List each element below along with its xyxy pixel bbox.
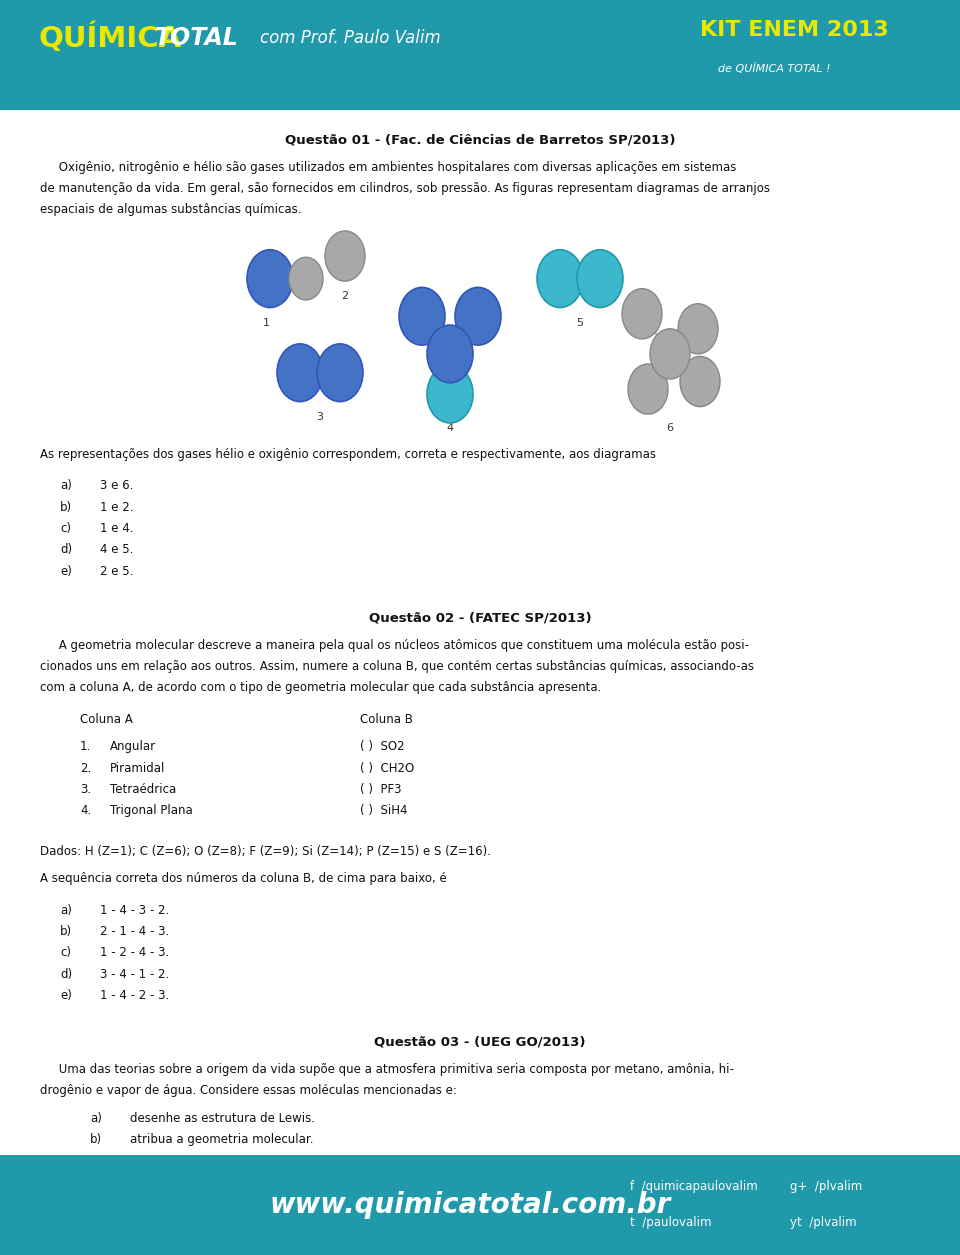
Circle shape bbox=[678, 304, 718, 354]
Text: atribua a geometria molecular.: atribua a geometria molecular. bbox=[130, 1133, 314, 1146]
Text: 6: 6 bbox=[666, 423, 674, 433]
Circle shape bbox=[622, 289, 662, 339]
Text: a): a) bbox=[60, 479, 72, 492]
Text: A geometria molecular descreve a maneira pela qual os núcleos atômicos que const: A geometria molecular descreve a maneira… bbox=[40, 639, 749, 651]
Text: KIT ENEM 2013: KIT ENEM 2013 bbox=[700, 20, 889, 40]
Text: d): d) bbox=[60, 968, 72, 980]
Circle shape bbox=[537, 250, 583, 307]
Text: b): b) bbox=[60, 501, 72, 513]
Text: www.quimicatotal.com.br: www.quimicatotal.com.br bbox=[270, 1191, 671, 1219]
Text: ( )  CH2O: ( ) CH2O bbox=[360, 762, 415, 774]
Text: 4 e 5.: 4 e 5. bbox=[100, 543, 133, 556]
Text: d): d) bbox=[60, 543, 72, 556]
Text: 3 e 6.: 3 e 6. bbox=[100, 479, 133, 492]
Text: 1 - 4 - 3 - 2.: 1 - 4 - 3 - 2. bbox=[100, 904, 169, 916]
Text: 4: 4 bbox=[446, 423, 453, 433]
Text: Dados: H (Z=1); C (Z=6); O (Z=8); F (Z=9); Si (Z=14); P (Z=15) e S (Z=16).: Dados: H (Z=1); C (Z=6); O (Z=8); F (Z=9… bbox=[40, 845, 491, 857]
Text: 1 e 2.: 1 e 2. bbox=[100, 501, 133, 513]
Text: ( )  PF3: ( ) PF3 bbox=[360, 783, 401, 796]
Circle shape bbox=[277, 344, 323, 402]
Text: a): a) bbox=[60, 904, 72, 916]
Text: 2 e 5.: 2 e 5. bbox=[100, 565, 133, 577]
Text: 1 - 4 - 2 - 3.: 1 - 4 - 2 - 3. bbox=[100, 989, 169, 1001]
Circle shape bbox=[399, 287, 445, 345]
Circle shape bbox=[325, 231, 365, 281]
Text: com Prof. Paulo Valim: com Prof. Paulo Valim bbox=[260, 29, 441, 48]
Circle shape bbox=[427, 325, 473, 383]
FancyBboxPatch shape bbox=[0, 1155, 960, 1255]
Text: b): b) bbox=[90, 1133, 102, 1146]
Text: e): e) bbox=[60, 989, 72, 1001]
Text: As representações dos gases hélio e oxigênio correspondem, correta e respectivam: As representações dos gases hélio e oxig… bbox=[40, 448, 656, 461]
Circle shape bbox=[650, 329, 690, 379]
Text: 2 - 1 - 4 - 3.: 2 - 1 - 4 - 3. bbox=[100, 925, 169, 937]
Text: Coluna A: Coluna A bbox=[80, 713, 132, 725]
Text: de manutenção da vida. Em geral, são fornecidos em cilindros, sob pressão. As fi: de manutenção da vida. Em geral, são for… bbox=[40, 182, 770, 195]
Circle shape bbox=[289, 257, 323, 300]
Text: desenhe as estrutura de Lewis.: desenhe as estrutura de Lewis. bbox=[130, 1112, 315, 1124]
Text: g+  /plvalim: g+ /plvalim bbox=[790, 1180, 862, 1194]
Text: 1: 1 bbox=[262, 318, 270, 328]
Text: 2.: 2. bbox=[80, 762, 91, 774]
Text: 3.: 3. bbox=[80, 783, 91, 796]
Text: f  /quimicapaulovalim: f /quimicapaulovalim bbox=[630, 1180, 757, 1194]
Text: Oxigênio, nitrogênio e hélio são gases utilizados em ambientes hospitalares com : Oxigênio, nitrogênio e hélio são gases u… bbox=[40, 161, 736, 173]
Text: Coluna B: Coluna B bbox=[360, 713, 413, 725]
Text: 3 - 4 - 1 - 2.: 3 - 4 - 1 - 2. bbox=[100, 968, 169, 980]
Text: 5: 5 bbox=[577, 318, 584, 328]
Text: 1 - 2 - 4 - 3.: 1 - 2 - 4 - 3. bbox=[100, 946, 169, 959]
Circle shape bbox=[317, 344, 363, 402]
Text: com a coluna A, de acordo com o tipo de geometria molecular que cada substância : com a coluna A, de acordo com o tipo de … bbox=[40, 681, 601, 694]
Circle shape bbox=[427, 365, 473, 423]
Text: Questão 03 - (UEG GO/2013): Questão 03 - (UEG GO/2013) bbox=[374, 1035, 586, 1048]
Text: t  /paulovalim: t /paulovalim bbox=[630, 1216, 711, 1230]
Text: ( )  SiH4: ( ) SiH4 bbox=[360, 804, 407, 817]
Text: QUÍMICA: QUÍMICA bbox=[38, 23, 181, 54]
Text: 3: 3 bbox=[317, 412, 324, 422]
Circle shape bbox=[247, 250, 293, 307]
Circle shape bbox=[628, 364, 668, 414]
Text: drogênio e vapor de água. Considere essas moléculas mencionadas e:: drogênio e vapor de água. Considere essa… bbox=[40, 1084, 457, 1097]
Text: 4.: 4. bbox=[80, 804, 91, 817]
Text: c): c) bbox=[60, 522, 71, 535]
Text: ( )  SO2: ( ) SO2 bbox=[360, 740, 404, 753]
Text: A sequência correta dos números da coluna B, de cima para baixo, é: A sequência correta dos números da colun… bbox=[40, 872, 446, 885]
Text: 2: 2 bbox=[342, 291, 348, 301]
Text: 1 e 4.: 1 e 4. bbox=[100, 522, 133, 535]
Circle shape bbox=[577, 250, 623, 307]
Text: Trigonal Plana: Trigonal Plana bbox=[110, 804, 193, 817]
Text: e): e) bbox=[60, 565, 72, 577]
Text: a): a) bbox=[90, 1112, 102, 1124]
Text: cionados uns em relação aos outros. Assim, numere a coluna B, que contém certas : cionados uns em relação aos outros. Assi… bbox=[40, 660, 754, 673]
Circle shape bbox=[455, 287, 501, 345]
Text: c): c) bbox=[60, 946, 71, 959]
Text: yt  /plvalim: yt /plvalim bbox=[790, 1216, 856, 1230]
Text: 1.: 1. bbox=[80, 740, 91, 753]
Text: Piramidal: Piramidal bbox=[110, 762, 165, 774]
Text: Angular: Angular bbox=[110, 740, 156, 753]
Text: Uma das teorias sobre a origem da vida supõe que a atmosfera primitiva seria com: Uma das teorias sobre a origem da vida s… bbox=[40, 1063, 733, 1076]
Circle shape bbox=[680, 356, 720, 407]
Text: Questão 01 - (Fac. de Ciências de Barretos SP/2013): Questão 01 - (Fac. de Ciências de Barret… bbox=[285, 133, 675, 146]
Text: de QUÍMICA TOTAL !: de QUÍMICA TOTAL ! bbox=[718, 63, 830, 74]
Text: Tetraédrica: Tetraédrica bbox=[110, 783, 177, 796]
Text: TOTAL: TOTAL bbox=[155, 26, 239, 50]
FancyBboxPatch shape bbox=[0, 0, 960, 110]
Text: Questão 02 - (FATEC SP/2013): Questão 02 - (FATEC SP/2013) bbox=[369, 611, 591, 624]
Text: b): b) bbox=[60, 925, 72, 937]
Text: espaciais de algumas substâncias químicas.: espaciais de algumas substâncias química… bbox=[40, 203, 301, 216]
